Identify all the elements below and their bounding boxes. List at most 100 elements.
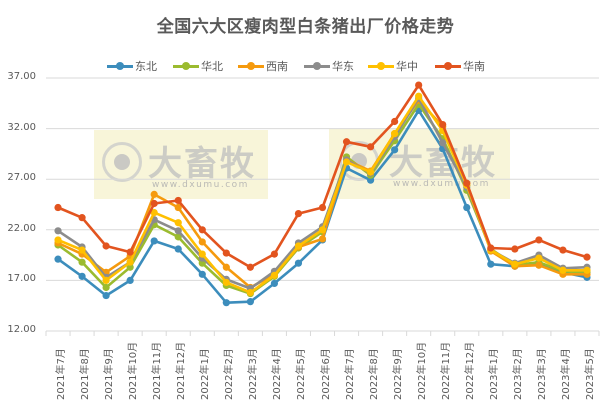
legend-item-华东[interactable]: 华东 — [304, 58, 354, 74]
data-point[interactable] — [511, 260, 519, 268]
legend-marker-icon — [238, 62, 264, 70]
watermark-brand: 大畜牧 — [148, 144, 256, 184]
data-point[interactable] — [174, 219, 182, 227]
data-point[interactable] — [102, 291, 110, 300]
data-point[interactable] — [487, 260, 495, 268]
x-tick-text: 2022年10月 — [416, 341, 428, 400]
x-tick-text: 2022年6月 — [320, 348, 332, 400]
data-point[interactable] — [222, 278, 230, 287]
data-point[interactable] — [126, 258, 134, 266]
x-tick-label: 2022年1月 — [196, 338, 211, 402]
data-point[interactable] — [318, 235, 327, 243]
legend-item-东北[interactable]: 东北 — [107, 58, 157, 74]
x-tick-text: 2022年7月 — [344, 348, 356, 400]
data-point[interactable] — [391, 146, 399, 154]
data-point[interactable] — [294, 259, 303, 267]
data-point[interactable] — [198, 270, 206, 278]
data-point[interactable] — [535, 254, 543, 262]
legend-label: 华南 — [463, 60, 485, 73]
data-point[interactable] — [102, 283, 110, 292]
data-point[interactable] — [583, 266, 591, 274]
data-point[interactable] — [54, 203, 62, 212]
data-point[interactable] — [559, 266, 567, 274]
legend-item-华南[interactable]: 华南 — [435, 58, 485, 74]
data-point[interactable] — [439, 139, 447, 147]
x-tick-label: 2023年2月 — [509, 338, 524, 402]
data-point[interactable] — [535, 236, 543, 244]
data-point[interactable] — [150, 208, 158, 217]
legend-label: 东北 — [135, 60, 157, 73]
data-point[interactable] — [54, 255, 62, 263]
data-point[interactable] — [391, 117, 399, 126]
data-point[interactable] — [78, 246, 86, 254]
data-point[interactable] — [246, 263, 254, 271]
x-tick-text: 2021年11月 — [152, 341, 164, 400]
data-point[interactable] — [463, 179, 471, 187]
data-point[interactable] — [78, 214, 86, 222]
x-tick-text: 2022年3月 — [248, 348, 260, 400]
data-point[interactable] — [270, 250, 279, 258]
x-tick-label: 2022年4月 — [268, 338, 283, 402]
data-point[interactable] — [126, 248, 134, 256]
x-tick-label: 2021年8月 — [76, 338, 91, 402]
data-point[interactable] — [174, 203, 182, 212]
data-point[interactable] — [559, 246, 567, 254]
data-point[interactable] — [174, 227, 182, 235]
legend-item-华中[interactable]: 华中 — [368, 58, 418, 74]
data-point[interactable] — [318, 203, 327, 212]
data-point[interactable] — [294, 242, 303, 250]
watermark-url: www.dxumu.com — [152, 180, 249, 190]
data-point[interactable] — [174, 233, 182, 241]
data-point[interactable] — [78, 272, 86, 280]
data-point[interactable] — [366, 168, 375, 176]
data-point[interactable] — [583, 253, 591, 261]
legend-item-西南[interactable]: 西南 — [238, 58, 288, 74]
data-point[interactable] — [535, 261, 543, 269]
data-point[interactable] — [102, 242, 110, 250]
data-point[interactable] — [246, 288, 254, 297]
data-point[interactable] — [487, 244, 495, 252]
data-point[interactable] — [222, 263, 230, 271]
data-point[interactable] — [439, 120, 447, 129]
data-point[interactable] — [150, 190, 158, 198]
data-point[interactable] — [126, 263, 134, 271]
data-point[interactable] — [198, 226, 206, 234]
data-point[interactable] — [294, 210, 303, 218]
data-point[interactable] — [174, 196, 182, 205]
legend-marker-icon — [304, 62, 330, 70]
data-point[interactable] — [198, 250, 206, 258]
data-point[interactable] — [54, 236, 62, 244]
x-tick-label: 2022年3月 — [244, 338, 260, 402]
data-point[interactable] — [366, 143, 375, 151]
data-point[interactable] — [270, 271, 279, 279]
x-tick-text: 2021年12月 — [176, 341, 188, 400]
data-point[interactable] — [150, 199, 158, 208]
data-point[interactable] — [222, 299, 230, 307]
legend-item-华北[interactable]: 华北 — [173, 58, 223, 74]
data-point[interactable] — [102, 276, 110, 284]
legend-marker-icon — [107, 62, 133, 70]
data-point[interactable] — [366, 176, 375, 184]
x-tick-label: 2023年3月 — [533, 338, 548, 402]
x-tick-label: 2021年11月 — [148, 338, 164, 402]
data-point[interactable] — [318, 226, 327, 234]
data-point[interactable] — [342, 158, 351, 166]
data-point[interactable] — [391, 130, 399, 138]
data-point[interactable] — [54, 227, 62, 235]
data-point[interactable] — [342, 138, 351, 146]
data-point[interactable] — [150, 237, 158, 245]
x-tick-text: 2021年9月 — [104, 348, 116, 400]
data-point[interactable] — [246, 298, 254, 306]
data-point[interactable] — [126, 276, 134, 284]
data-point[interactable] — [511, 245, 519, 253]
data-point[interactable] — [463, 203, 471, 212]
data-point[interactable] — [415, 92, 423, 100]
data-point[interactable] — [198, 238, 206, 246]
data-point[interactable] — [222, 249, 230, 257]
x-tick-text: 2022年5月 — [296, 348, 308, 400]
data-point[interactable] — [78, 258, 86, 266]
data-point[interactable] — [174, 245, 182, 253]
data-point[interactable] — [415, 81, 423, 89]
data-point[interactable] — [270, 279, 279, 288]
legend-marker-icon — [173, 62, 199, 70]
